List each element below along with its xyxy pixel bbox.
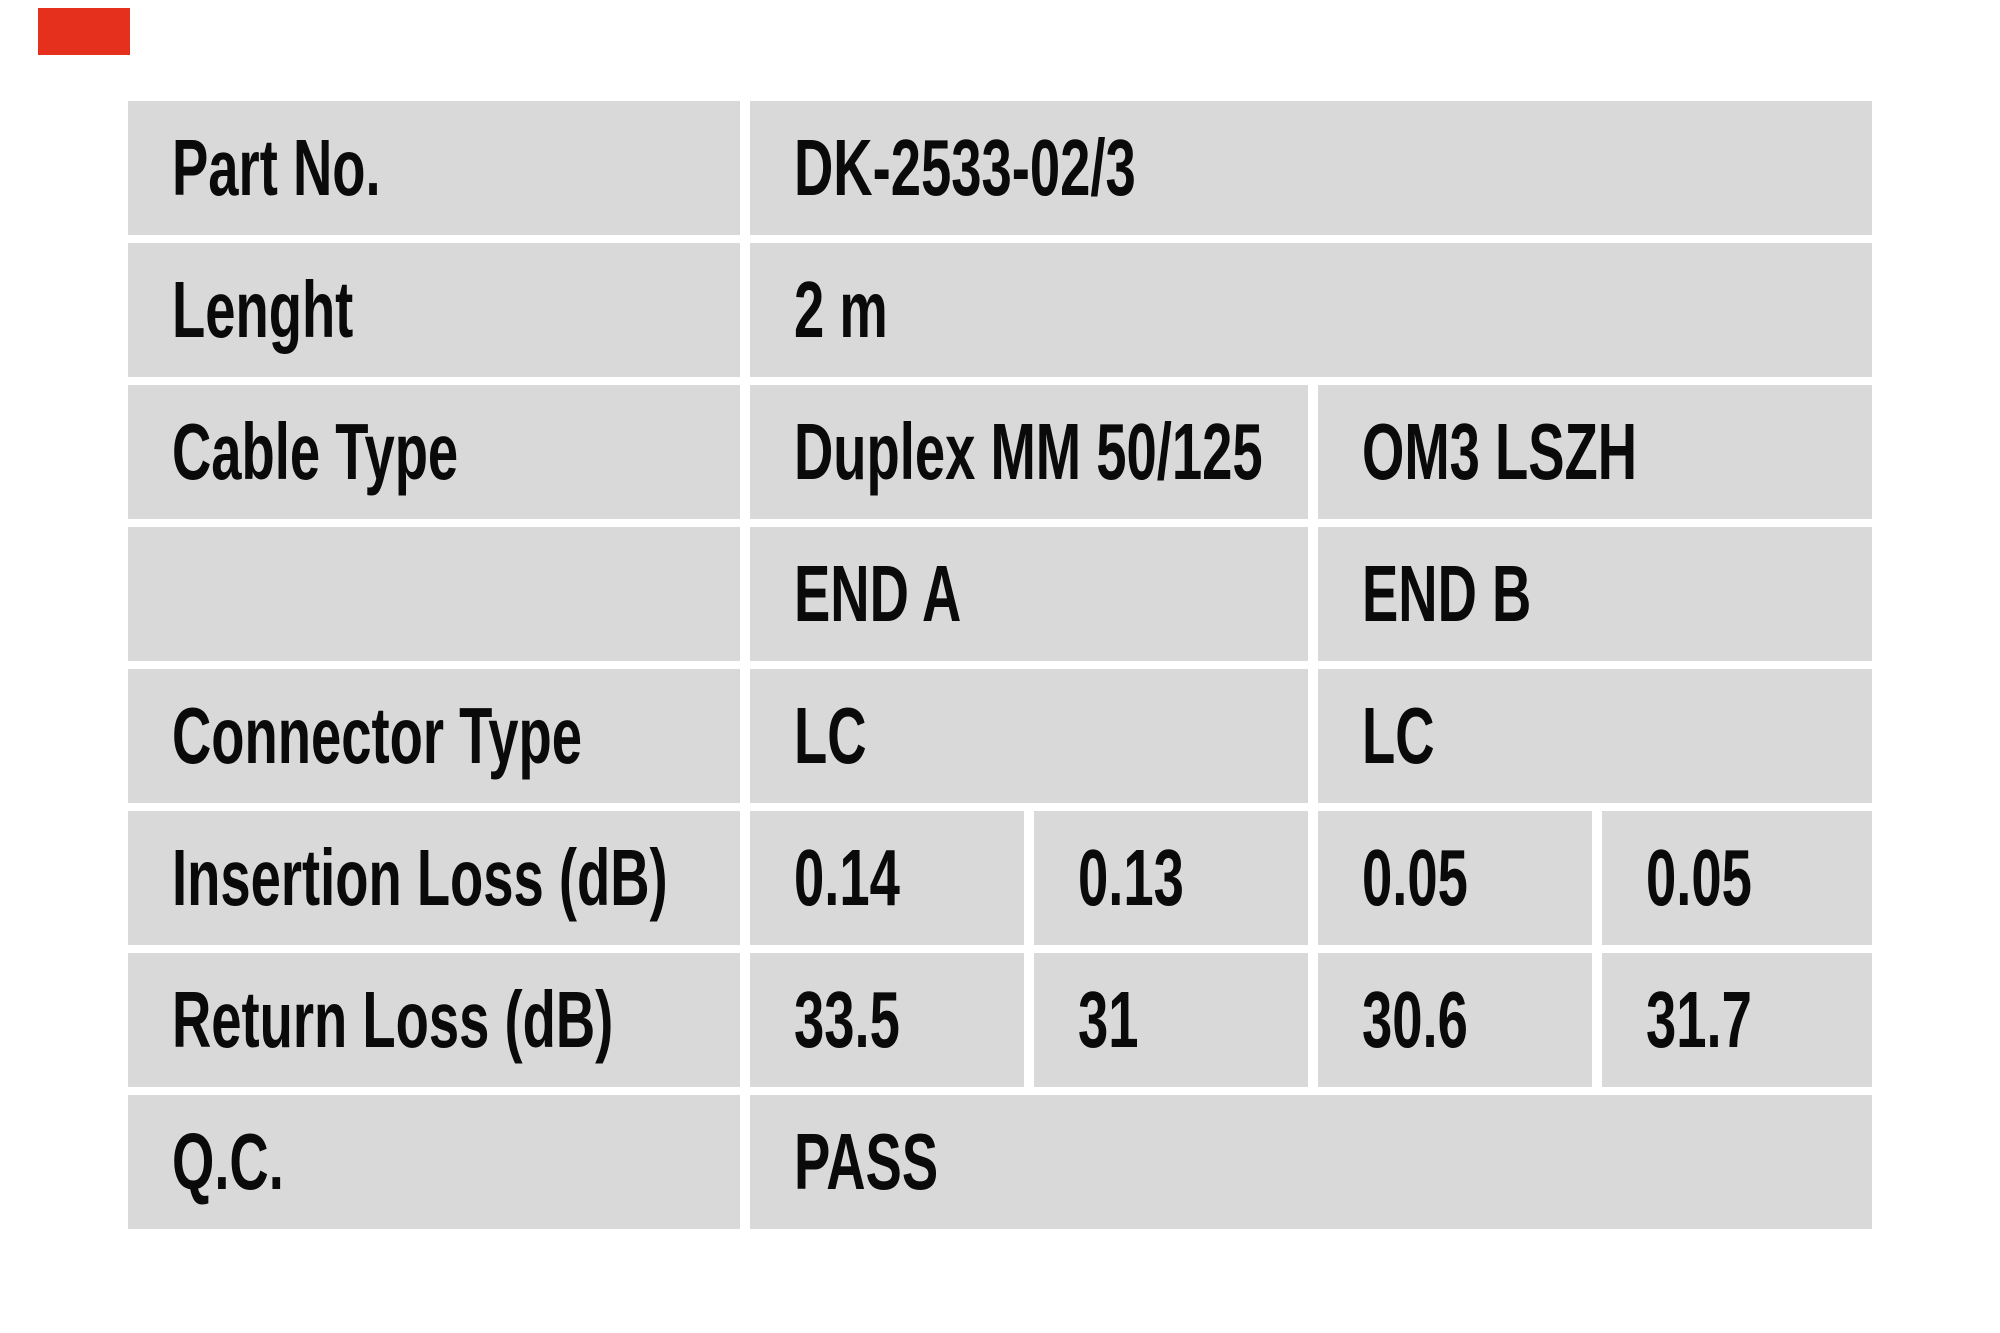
return-loss-end-a1-cell: 33.5 (750, 953, 1024, 1087)
insertion-loss-end-a2-cell: 0.13 (1034, 811, 1308, 945)
return-loss-label-cell: Return Loss (dB) (128, 953, 740, 1087)
cable-type-label: Cable Type (172, 407, 459, 496)
qc-value-cell: PASS (750, 1095, 1872, 1229)
end-a-header: END A (794, 549, 962, 638)
cable-type-value-2: OM3 LSZH (1362, 407, 1638, 496)
insertion-loss-end-a2: 0.13 (1078, 833, 1184, 922)
connector-type-end-a-cell: LC (750, 669, 1308, 803)
return-loss-end-a1: 33.5 (794, 975, 900, 1064)
return-loss-end-b1: 30.6 (1362, 975, 1468, 1064)
qc-label: Q.C. (172, 1117, 284, 1206)
connector-type-label-cell: Connector Type (128, 669, 740, 803)
qc-label-cell: Q.C. (128, 1095, 740, 1229)
return-loss-end-b2-cell: 31.7 (1602, 953, 1872, 1087)
insertion-loss-label: Insertion Loss (dB) (172, 833, 668, 922)
cable-type-value-1: Duplex MM 50/125 (794, 407, 1263, 496)
insertion-loss-end-a1-cell: 0.14 (750, 811, 1024, 945)
return-loss-label: Return Loss (dB) (172, 975, 614, 1064)
part-no-value: DK-2533-02/3 (794, 123, 1136, 212)
length-value: 2 m (794, 265, 888, 354)
return-loss-end-a2-cell: 31 (1034, 953, 1308, 1087)
qc-value: PASS (794, 1117, 939, 1206)
cable-type-value-cell-1: Duplex MM 50/125 (750, 385, 1308, 519)
return-loss-end-a2: 31 (1078, 975, 1139, 1064)
red-logo-block (38, 8, 130, 55)
insertion-loss-end-b1-cell: 0.05 (1318, 811, 1592, 945)
cable-type-label-cell: Cable Type (128, 385, 740, 519)
part-no-value-cell: DK-2533-02/3 (750, 101, 1872, 235)
insertion-loss-end-b2-cell: 0.05 (1602, 811, 1872, 945)
end-a-header-cell: END A (750, 527, 1308, 661)
cable-type-value-cell-2: OM3 LSZH (1318, 385, 1872, 519)
end-b-header-cell: END B (1318, 527, 1872, 661)
insertion-loss-end-b2: 0.05 (1646, 833, 1752, 922)
connector-type-end-b: LC (1362, 691, 1435, 780)
part-no-label: Part No. (172, 123, 381, 212)
qc-report-table: Part No. DK-2533-02/3 Lenght 2 m Cable T… (128, 101, 1872, 1229)
length-label-cell: Lenght (128, 243, 740, 377)
insertion-loss-end-a1: 0.14 (794, 833, 900, 922)
insertion-loss-end-b1: 0.05 (1362, 833, 1468, 922)
return-loss-end-b1-cell: 30.6 (1318, 953, 1592, 1087)
return-loss-end-b2: 31.7 (1646, 975, 1752, 1064)
connector-type-end-b-cell: LC (1318, 669, 1872, 803)
insertion-loss-label-cell: Insertion Loss (dB) (128, 811, 740, 945)
end-header-empty-cell (128, 527, 740, 661)
length-label: Lenght (172, 265, 354, 354)
connector-type-end-a: LC (794, 691, 867, 780)
length-value-cell: 2 m (750, 243, 1872, 377)
end-b-header: END B (1362, 549, 1532, 638)
part-no-label-cell: Part No. (128, 101, 740, 235)
connector-type-label: Connector Type (172, 691, 583, 780)
